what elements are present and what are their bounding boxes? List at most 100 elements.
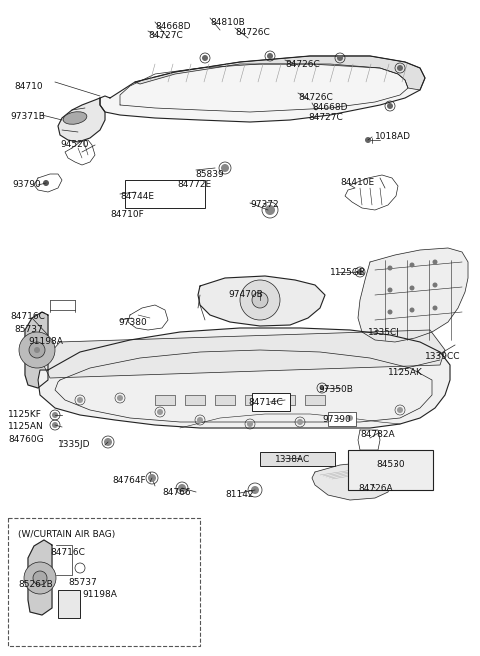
Bar (185, 395, 205, 405)
Text: 97372: 97372 (250, 200, 278, 209)
Text: 84726C: 84726C (298, 93, 333, 102)
Circle shape (117, 395, 123, 401)
Bar (58, 590, 80, 618)
Bar (155, 395, 175, 405)
Bar (305, 395, 325, 405)
Polygon shape (25, 312, 48, 388)
Text: 84766: 84766 (162, 488, 191, 497)
Text: 84727C: 84727C (308, 113, 343, 122)
Text: 1125AK: 1125AK (388, 368, 423, 377)
Text: 84744E: 84744E (120, 192, 154, 201)
Text: 1018AD: 1018AD (375, 132, 411, 141)
Circle shape (409, 285, 415, 291)
Polygon shape (42, 330, 445, 378)
Polygon shape (198, 276, 325, 326)
Text: 97350B: 97350B (318, 385, 353, 394)
Text: 84668D: 84668D (155, 22, 191, 31)
Text: 85737: 85737 (14, 325, 43, 334)
Text: 97371B: 97371B (10, 112, 45, 121)
Bar (125, 180, 205, 208)
Circle shape (34, 347, 40, 353)
Circle shape (252, 292, 268, 308)
Circle shape (297, 419, 303, 425)
Text: 85261B: 85261B (18, 580, 53, 589)
Circle shape (251, 486, 259, 494)
Circle shape (178, 484, 186, 492)
Circle shape (197, 417, 203, 423)
Circle shape (397, 407, 403, 413)
Text: 97390: 97390 (322, 415, 351, 424)
Text: 1125KF: 1125KF (8, 410, 42, 419)
Text: 84714C: 84714C (248, 398, 283, 407)
Text: 94520: 94520 (60, 140, 88, 149)
Circle shape (387, 287, 393, 293)
Text: 84727C: 84727C (148, 31, 183, 40)
Text: 84810B: 84810B (210, 18, 245, 27)
Circle shape (29, 342, 45, 358)
Circle shape (37, 575, 43, 581)
Text: 84772E: 84772E (177, 180, 211, 189)
Circle shape (409, 308, 415, 312)
Circle shape (347, 415, 353, 421)
Circle shape (387, 266, 393, 270)
Polygon shape (28, 540, 52, 615)
Circle shape (432, 283, 437, 287)
Circle shape (337, 55, 343, 61)
Bar (252, 393, 290, 411)
Circle shape (104, 438, 112, 446)
Circle shape (409, 262, 415, 268)
Polygon shape (358, 248, 468, 342)
Circle shape (357, 269, 363, 275)
Bar (245, 395, 265, 405)
Circle shape (221, 164, 229, 172)
Text: 93790: 93790 (12, 180, 41, 189)
Circle shape (52, 412, 58, 418)
Circle shape (77, 397, 83, 403)
Text: 85737: 85737 (68, 578, 97, 587)
Polygon shape (58, 98, 105, 142)
Circle shape (24, 562, 56, 594)
Text: 97380: 97380 (118, 318, 147, 327)
Text: 84668D: 84668D (312, 103, 348, 112)
Text: 84764F: 84764F (112, 476, 145, 485)
Text: 84710: 84710 (14, 82, 43, 91)
Circle shape (202, 55, 208, 61)
Text: 84760G: 84760G (8, 435, 44, 444)
Circle shape (148, 474, 156, 482)
Text: 85839: 85839 (195, 170, 224, 179)
Text: 91198A: 91198A (82, 590, 117, 599)
Ellipse shape (63, 112, 87, 124)
Text: 1339CC: 1339CC (425, 352, 460, 361)
Circle shape (320, 386, 324, 390)
Circle shape (247, 421, 253, 427)
Bar (8, 518, 200, 646)
Polygon shape (312, 462, 392, 500)
Text: 97470B: 97470B (228, 290, 263, 299)
Bar (275, 395, 295, 405)
Text: 1335JD: 1335JD (58, 440, 91, 449)
Circle shape (432, 260, 437, 264)
Bar (348, 450, 433, 490)
Text: 84726A: 84726A (358, 484, 393, 493)
Circle shape (397, 65, 403, 71)
Text: 84710F: 84710F (110, 210, 144, 219)
Bar (260, 452, 335, 466)
Circle shape (19, 332, 55, 368)
Text: 1338AC: 1338AC (275, 455, 310, 464)
Circle shape (267, 53, 273, 59)
Polygon shape (100, 56, 425, 122)
Text: 81142: 81142 (225, 490, 253, 499)
Circle shape (265, 205, 275, 215)
Circle shape (33, 571, 47, 585)
Circle shape (387, 103, 393, 109)
Circle shape (43, 180, 49, 186)
Bar (328, 412, 356, 426)
Circle shape (157, 409, 163, 415)
Circle shape (240, 280, 280, 320)
Text: 1125GB: 1125GB (330, 268, 366, 277)
Text: 84716C: 84716C (10, 312, 45, 321)
Circle shape (77, 565, 83, 571)
Circle shape (365, 137, 371, 143)
Text: 84726C: 84726C (235, 28, 270, 37)
Text: 84782A: 84782A (360, 430, 395, 439)
